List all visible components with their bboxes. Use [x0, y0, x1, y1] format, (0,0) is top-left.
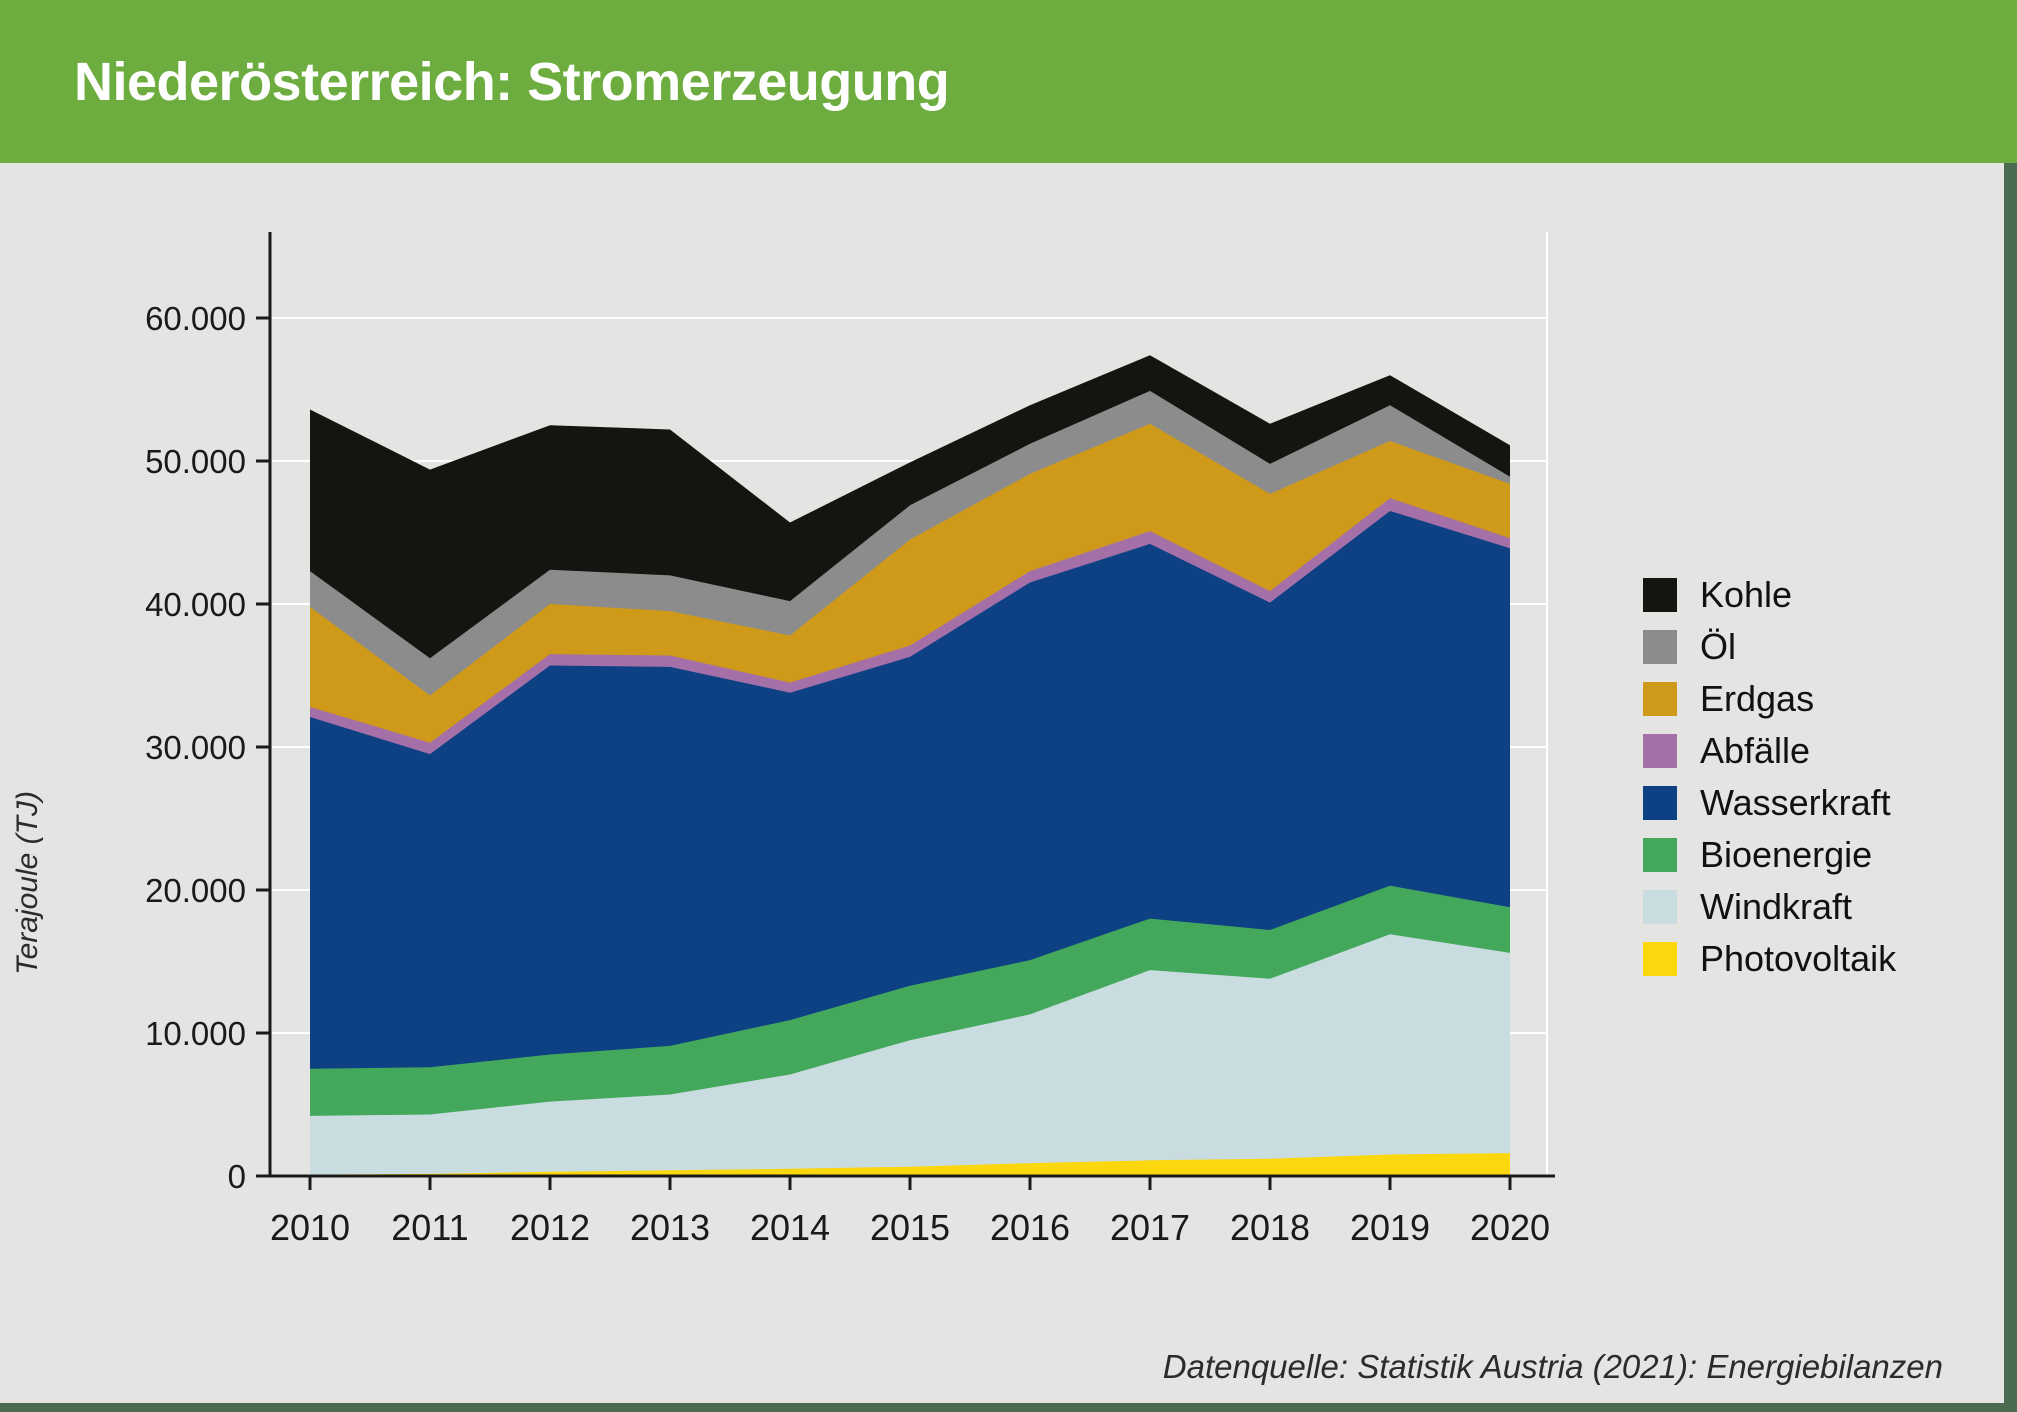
x-tick-label: 2014 [750, 1207, 830, 1248]
y-tick-label: 30.000 [145, 729, 246, 766]
legend-swatch [1643, 734, 1677, 768]
y-tick-label: 20.000 [145, 872, 246, 909]
x-tick-label: 2018 [1230, 1207, 1310, 1248]
legend-row-abf-lle: Abfälle [1643, 730, 1896, 771]
legend-swatch [1643, 890, 1677, 924]
legend-swatch [1643, 630, 1677, 664]
y-tick-label: 40.000 [145, 586, 246, 623]
area-windkraft [310, 934, 1510, 1176]
legend-label: Photovoltaik [1700, 938, 1897, 979]
x-tick-label: 2015 [870, 1207, 950, 1248]
legend-swatch [1643, 942, 1677, 976]
legend-label: Wasserkraft [1700, 782, 1891, 823]
legend-label: Bioenergie [1700, 834, 1873, 875]
header-bar: Niederösterreich: Stromerzeugung [0, 0, 2017, 163]
x-tick-label: 2012 [510, 1207, 590, 1248]
legend-row-windkraft: Windkraft [1643, 886, 1896, 927]
x-tick-label: 2010 [270, 1207, 350, 1248]
legend-row-wasserkraft: Wasserkraft [1643, 782, 1896, 823]
legend-row-bioenergie: Bioenergie [1643, 834, 1896, 875]
y-tick-label: 10.000 [145, 1015, 246, 1052]
legend-label: Kohle [1700, 574, 1793, 615]
legend-swatch [1643, 578, 1677, 612]
x-tick-label: 2017 [1110, 1207, 1190, 1248]
page-title: Niederösterreich: Stromerzeugung [74, 51, 950, 112]
x-tick-label: 2016 [990, 1207, 1070, 1248]
legend-row-erdgas: Erdgas [1643, 678, 1896, 719]
chart-legend: Kohle Öl Erdgas Abfälle Wasserkraft Bioenergi… [1643, 574, 1896, 994]
x-tick-label: 2011 [391, 1207, 468, 1248]
frame-border-bottom [0, 1403, 2017, 1412]
legend-swatch [1643, 838, 1677, 872]
y-tick-label: 0 [228, 1158, 246, 1195]
legend-row-kohle: Kohle [1643, 574, 1896, 615]
legend-swatch [1643, 786, 1677, 820]
x-tick-label: 2019 [1350, 1207, 1430, 1248]
x-tick-label: 2020 [1470, 1207, 1550, 1248]
x-tick-label: 2013 [630, 1207, 710, 1248]
source-note: Datenquelle: Statistik Austria (2021): E… [1162, 1348, 1943, 1385]
legend-label: Erdgas [1700, 678, 1815, 719]
legend-row--l: Öl [1643, 626, 1896, 667]
y-tick-label: 50.000 [145, 443, 246, 480]
legend-label: Öl [1700, 626, 1736, 667]
y-tick-label: 60.000 [145, 300, 246, 337]
legend-swatch [1643, 682, 1677, 716]
legend-label: Windkraft [1700, 886, 1853, 927]
legend-row-photovoltaik: Photovoltaik [1643, 938, 1896, 979]
frame-border-right [2004, 0, 2017, 1412]
legend-label: Abfälle [1700, 730, 1811, 771]
area-photovoltaik [310, 1153, 1510, 1176]
